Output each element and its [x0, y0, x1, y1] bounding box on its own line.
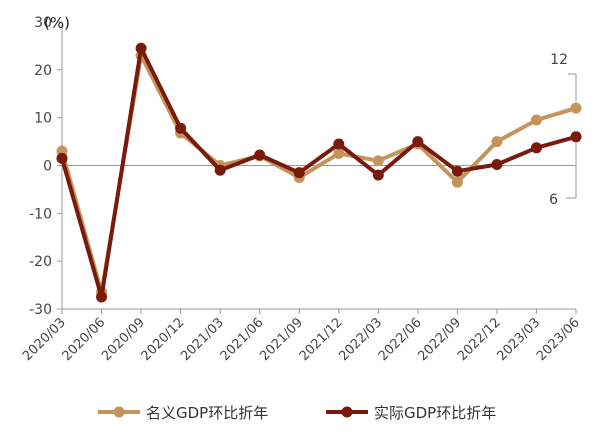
annotation-leader	[568, 73, 577, 103]
y-tick-label: -20	[29, 254, 52, 270]
series-line-2	[60, 46, 578, 299]
y-tick-label: -30	[29, 302, 52, 318]
annotation-leader	[566, 142, 577, 199]
x-axis-ticks: 2020/032020/062020/092020/122021/032021/…	[20, 309, 583, 364]
series-2-point	[372, 169, 384, 181]
series-2-point	[254, 149, 266, 161]
series-1-point	[570, 102, 582, 114]
y-axis-ticks: 30 20 10 0 -10 -20 -30 (%)	[29, 14, 70, 318]
legend-swatch-marker	[113, 406, 125, 418]
annotations: 12 6	[549, 52, 577, 208]
y-tick-label: 10	[34, 111, 52, 127]
series-1-point	[491, 136, 503, 148]
series-group	[56, 42, 582, 303]
x-tick-label: 2023/06	[534, 315, 583, 364]
series-2-point	[491, 159, 503, 171]
y-unit-label: (%)	[44, 14, 70, 32]
series-2-point	[135, 42, 147, 54]
series-2-point	[175, 122, 187, 134]
annotation-label: 6	[549, 192, 558, 208]
annotation-label: 12	[550, 52, 568, 68]
series-2-point	[56, 152, 68, 164]
series-2-point	[530, 142, 542, 154]
series-2-point	[293, 167, 305, 179]
series-1-point	[451, 176, 463, 188]
series-2-point	[412, 136, 424, 148]
y-tick-label: 0	[43, 159, 52, 175]
y-tick-label: 20	[34, 63, 52, 79]
legend-swatch-marker	[341, 406, 353, 418]
series-2-point	[451, 165, 463, 177]
series-1-point	[333, 148, 345, 160]
series-2-point	[570, 131, 582, 143]
series-2-point	[96, 291, 108, 303]
legend: 名义GDP环比折年 实际GDP环比折年	[98, 404, 496, 422]
series-1-point	[530, 114, 542, 126]
y-tick-label: -10	[29, 206, 52, 222]
series-line-1	[60, 53, 578, 295]
y-tick-label: 30	[34, 15, 52, 31]
series-2-point	[333, 138, 345, 150]
legend-label-1: 名义GDP环比折年	[146, 404, 268, 422]
series-1-point	[372, 155, 384, 167]
series-2-point	[214, 164, 226, 176]
legend-label-2: 实际GDP环比折年	[374, 404, 496, 422]
